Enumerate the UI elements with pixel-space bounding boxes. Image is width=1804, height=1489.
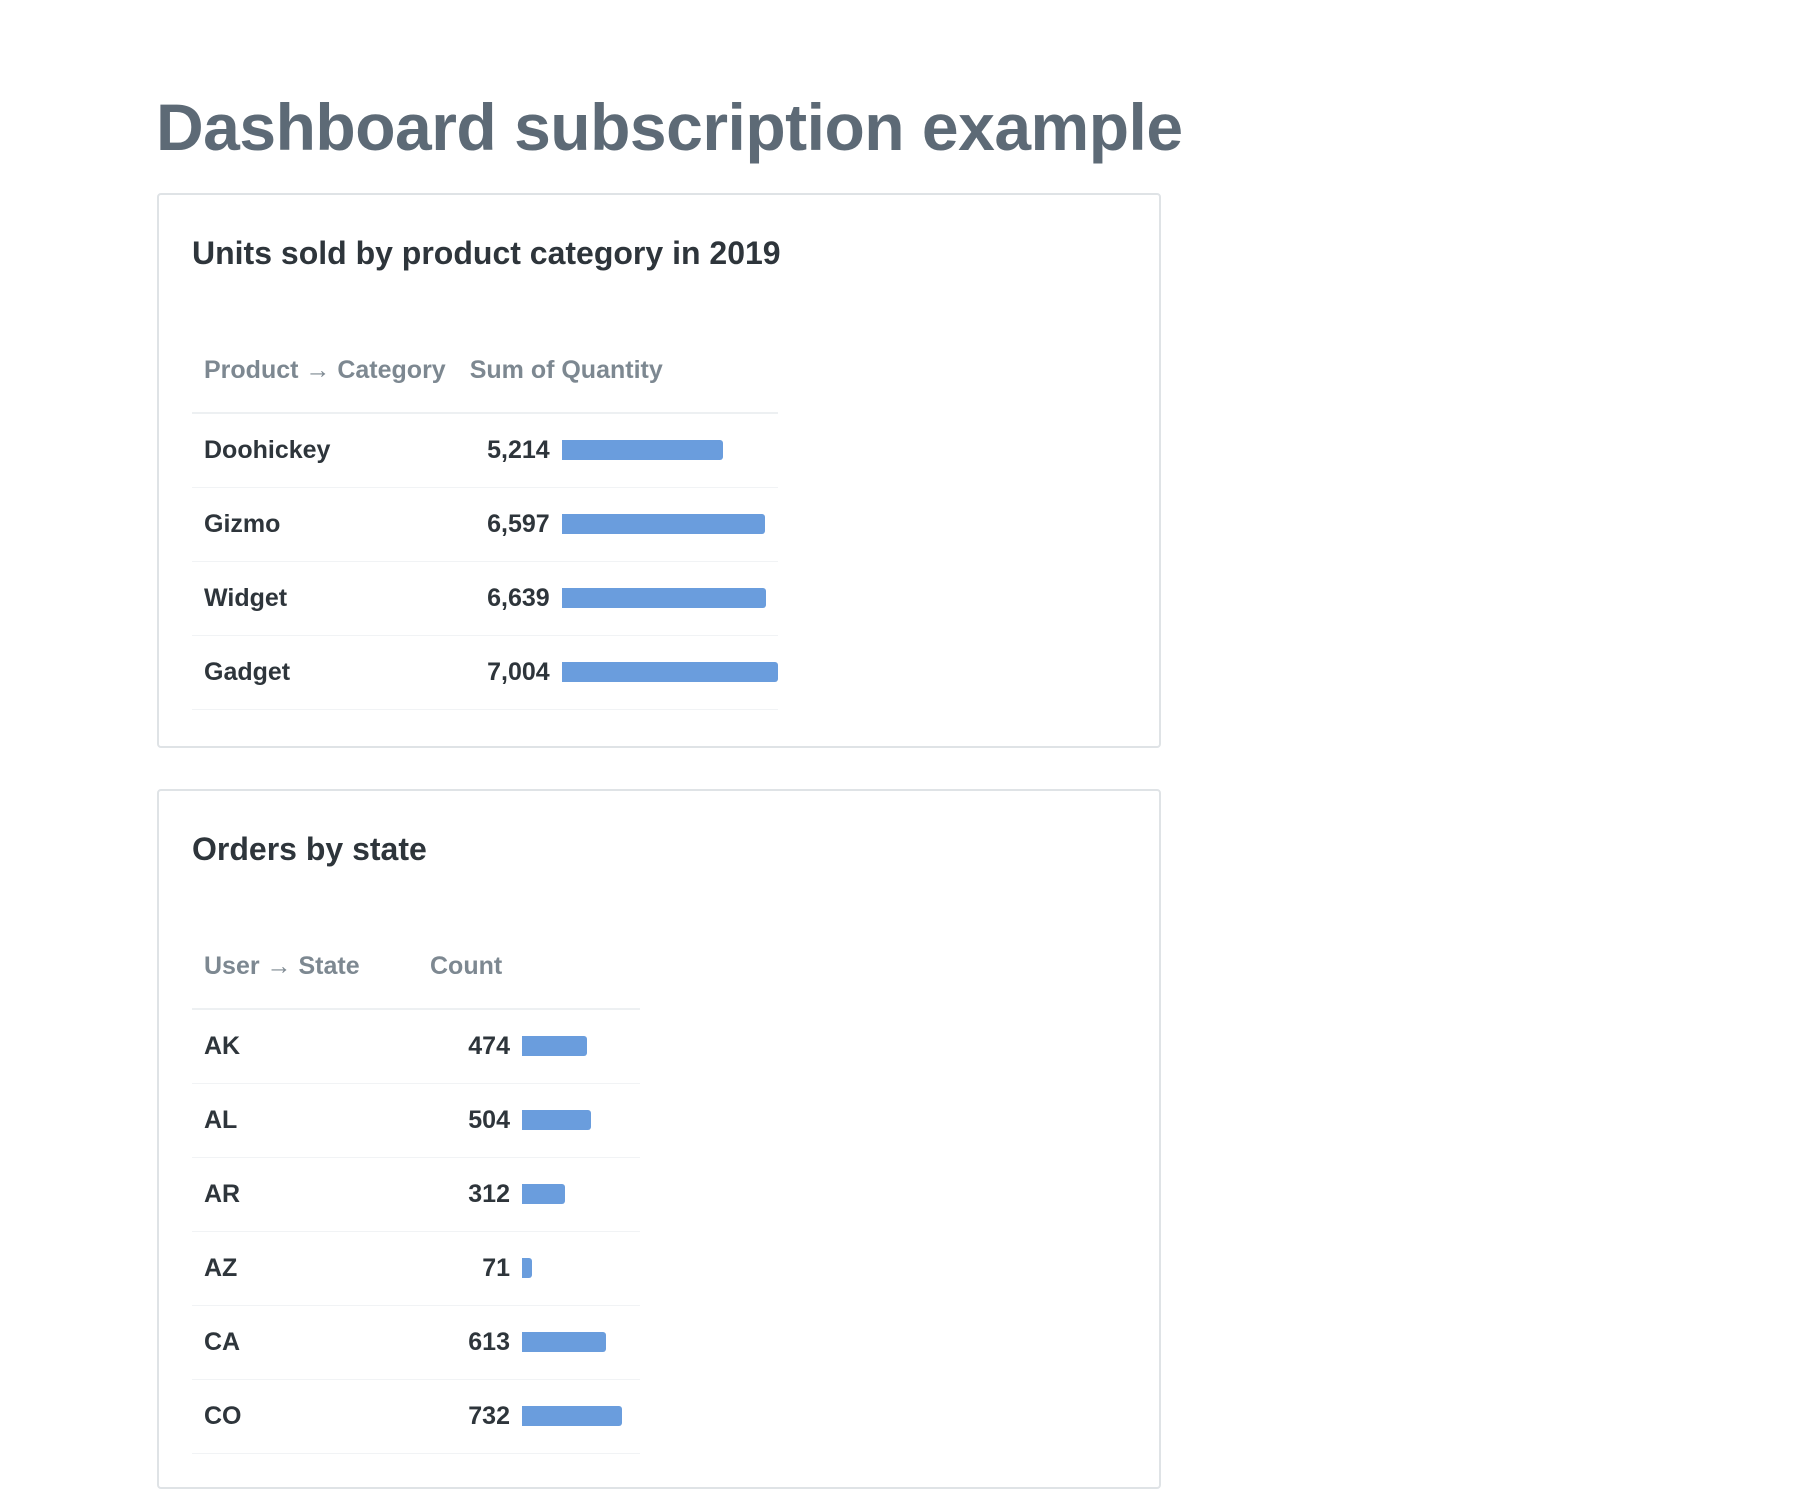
card-title[interactable]: Units sold by product category in 2019 [192, 235, 781, 271]
row-value-cell: 5,214 [457, 413, 778, 488]
table-row: Widget 6,639 [192, 561, 778, 636]
row-value: 6,597 [487, 509, 550, 538]
card-title[interactable]: Orders by state [192, 831, 427, 867]
row-value: 504 [468, 1105, 510, 1134]
data-bar [522, 1036, 587, 1057]
row-label: AK [192, 1009, 418, 1084]
data-bar [561, 514, 766, 534]
page-title: Dashboard subscription example [156, 90, 1183, 164]
row-label: AR [192, 1157, 418, 1232]
row-value-cell: 71 [418, 1231, 640, 1306]
bar-track [561, 662, 778, 682]
row-value: 474 [468, 1031, 510, 1060]
row-label: Gizmo [192, 487, 458, 562]
table-row: AK 474 [192, 1009, 640, 1084]
bar-track [522, 1036, 640, 1057]
table-row: CA 613 [192, 1305, 640, 1380]
column-header-quantity[interactable]: Sum of Quantity [457, 329, 778, 414]
data-bar [522, 1184, 565, 1204]
row-label: CA [192, 1305, 418, 1380]
row-label: Doohickey [192, 413, 458, 488]
row-value-cell: 7,004 [457, 635, 778, 710]
row-value-cell: 6,639 [457, 561, 778, 636]
table-header-row: Product → Category Sum of Quantity [192, 329, 778, 414]
units-sold-table: Product → Category Sum of Quantity Doohi… [192, 329, 778, 710]
units-sold-card: Units sold by product category in 2019 P… [157, 193, 1161, 748]
row-value-cell: 613 [418, 1305, 640, 1380]
row-value: 732 [468, 1401, 510, 1430]
table-row: AL 504 [192, 1083, 640, 1158]
bar-track [522, 1258, 640, 1278]
row-value: 613 [468, 1327, 510, 1356]
data-bar [522, 1258, 532, 1278]
table-row: Doohickey 5,214 [192, 413, 778, 488]
row-label: AL [192, 1083, 418, 1158]
table-row: AZ 71 [192, 1231, 640, 1306]
row-label: Widget [192, 561, 458, 636]
orders-by-state-card: Orders by state User → State Count AK 47… [157, 789, 1161, 1489]
table-row: Gizmo 6,597 [192, 487, 778, 562]
data-bar [561, 588, 767, 608]
data-bar [522, 1332, 606, 1352]
row-value-cell: 504 [418, 1083, 640, 1158]
table-row: CO 732 [192, 1379, 640, 1454]
row-value: 71 [482, 1253, 510, 1282]
bar-track [561, 588, 778, 608]
column-header-state[interactable]: User → State [192, 925, 418, 1010]
table-row: Gadget 7,004 [192, 635, 778, 710]
data-bar [561, 440, 723, 461]
table-row: AR 312 [192, 1157, 640, 1232]
column-header-count[interactable]: Count [418, 925, 640, 1010]
row-value: 7,004 [487, 657, 550, 686]
row-value-cell: 312 [418, 1157, 640, 1232]
row-label: Gadget [192, 635, 458, 710]
row-value: 5,214 [487, 435, 550, 464]
row-value: 6,639 [487, 583, 550, 612]
row-label: CO [192, 1379, 418, 1454]
data-bar [522, 1110, 591, 1130]
row-value-cell: 474 [418, 1009, 640, 1084]
data-bar [522, 1406, 622, 1426]
orders-by-state-table: User → State Count AK 474 AL 504 [192, 925, 640, 1454]
row-label: AZ [192, 1231, 418, 1306]
bar-track [522, 1184, 640, 1204]
row-value-cell: 6,597 [457, 487, 778, 562]
bar-track [522, 1406, 640, 1426]
row-value: 312 [468, 1179, 510, 1208]
table-header-row: User → State Count [192, 925, 640, 1010]
data-bar [561, 662, 778, 682]
bar-track [522, 1332, 640, 1352]
bar-track [561, 514, 778, 534]
row-value-cell: 732 [418, 1379, 640, 1454]
column-header-category[interactable]: Product → Category [192, 329, 458, 414]
bar-track [561, 440, 778, 461]
bar-track [522, 1110, 640, 1130]
